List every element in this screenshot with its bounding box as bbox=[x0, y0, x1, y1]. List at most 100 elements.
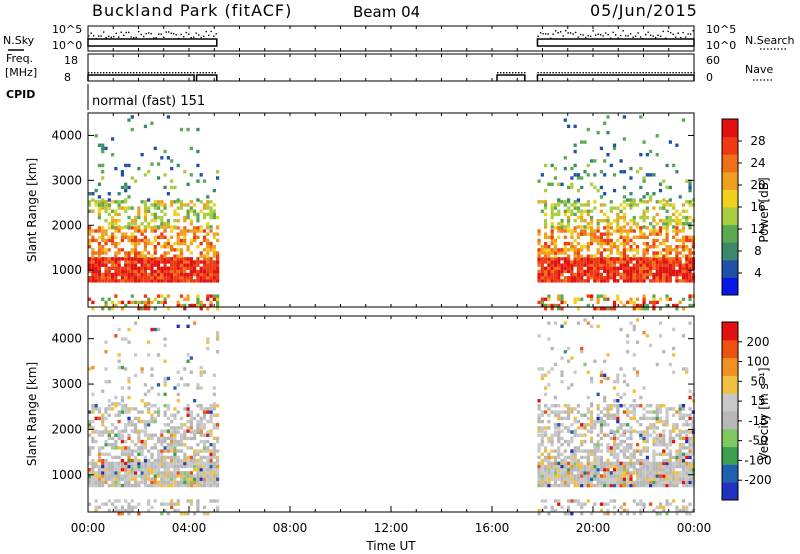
nsearch-point bbox=[597, 33, 599, 35]
nave-point bbox=[555, 72, 557, 74]
range-gate-cell bbox=[685, 446, 689, 450]
range-gate-cell bbox=[635, 257, 640, 261]
range-gate-cell bbox=[212, 373, 216, 378]
range-gate-cell bbox=[619, 477, 623, 481]
range-gate-cell bbox=[553, 279, 558, 283]
range-gate-cell bbox=[97, 433, 102, 437]
range-gate-cell bbox=[603, 248, 607, 252]
range-gate-cell bbox=[560, 410, 564, 414]
noise-left-tick-bottom: 10^0 bbox=[52, 39, 82, 52]
range-gate-cell bbox=[117, 474, 121, 478]
range-gate-cell bbox=[216, 426, 220, 430]
range-gate-cell bbox=[655, 407, 659, 411]
range-gate-cell bbox=[176, 163, 180, 168]
range-gate-cell bbox=[206, 257, 210, 261]
colorbar-segment bbox=[722, 411, 738, 430]
range-gate-cell bbox=[130, 300, 134, 305]
range-gate-cell bbox=[186, 245, 190, 249]
range-gate-cell bbox=[179, 443, 184, 447]
range-gate-cell bbox=[127, 505, 131, 510]
range-gate-cell bbox=[580, 203, 584, 207]
range-gate-cell bbox=[665, 263, 669, 267]
range-gate-cell bbox=[206, 480, 210, 485]
range-gate-cell bbox=[199, 439, 203, 444]
range-gate-cell bbox=[619, 254, 623, 258]
range-gate-cell bbox=[120, 505, 125, 510]
range-gate-cell bbox=[685, 263, 689, 267]
range-gate-cell bbox=[170, 159, 174, 163]
range-gate-cell bbox=[176, 272, 180, 277]
range-gate-cell bbox=[589, 449, 594, 453]
range-gate-cell bbox=[576, 297, 581, 301]
range-gate-cell bbox=[101, 226, 105, 230]
range-gate-cell bbox=[566, 124, 571, 129]
range-gate-cell bbox=[130, 429, 134, 433]
range-gate-cell bbox=[609, 260, 613, 264]
range-gate-cell bbox=[91, 307, 95, 311]
range-gate-cell bbox=[563, 426, 567, 430]
range-gate-cell bbox=[603, 477, 607, 481]
range-gate-cell bbox=[202, 474, 207, 478]
range-gate-cell bbox=[104, 303, 108, 308]
nave-point bbox=[208, 72, 210, 74]
range-gate-cell bbox=[616, 474, 620, 478]
range-gate-cell bbox=[557, 248, 561, 252]
range-gate-cell bbox=[691, 430, 695, 434]
range-gate-cell bbox=[557, 446, 561, 450]
range-gate-cell bbox=[573, 449, 577, 453]
range-gate-cell bbox=[606, 449, 610, 453]
nsearch-point bbox=[208, 34, 210, 37]
range-gate-cell bbox=[589, 254, 594, 258]
range-gate-cell bbox=[566, 443, 571, 447]
range-gate-cell bbox=[124, 452, 128, 456]
range-gate-cell bbox=[580, 480, 584, 485]
range-gate-cell bbox=[586, 254, 590, 258]
range-gate-cell bbox=[616, 279, 620, 283]
range-gate-cell bbox=[209, 212, 213, 217]
range-gate-cell bbox=[580, 269, 584, 274]
range-gate-cell bbox=[665, 297, 669, 301]
range-gate-cell bbox=[110, 502, 115, 506]
range-gate-cell bbox=[179, 294, 184, 298]
range-gate-cell bbox=[124, 235, 128, 239]
range-gate-cell bbox=[120, 337, 125, 341]
colorbar-frame bbox=[721, 321, 739, 501]
range-gate-cell bbox=[589, 226, 594, 230]
range-gate-cell bbox=[685, 471, 689, 475]
range-gate-cell bbox=[586, 266, 590, 270]
range-gate-cell bbox=[688, 279, 692, 283]
range-gate-cell bbox=[606, 502, 610, 506]
range-gate-cell bbox=[153, 235, 157, 239]
range-gate-cell bbox=[593, 206, 597, 210]
range-gate-cell bbox=[550, 367, 554, 371]
range-gate-cell bbox=[114, 200, 118, 204]
range-gate-cell bbox=[104, 350, 108, 354]
range-gate-cell bbox=[550, 449, 554, 453]
range-gate-cell bbox=[212, 499, 216, 503]
nsearch-point bbox=[667, 30, 669, 33]
nsearch-point bbox=[649, 34, 652, 36]
range-gate-cell bbox=[104, 471, 108, 475]
range-gate-cell bbox=[183, 279, 187, 283]
range-gate-cell bbox=[649, 474, 653, 478]
range-gate-cell bbox=[160, 464, 164, 469]
range-gate-cell bbox=[668, 272, 672, 277]
range-gate-cell bbox=[678, 458, 682, 463]
range-gate-cell bbox=[209, 458, 213, 463]
range-gate-cell bbox=[658, 419, 663, 424]
range-gate-cell bbox=[629, 276, 633, 280]
range-gate-cell bbox=[160, 245, 164, 249]
range-gate-cell bbox=[635, 467, 640, 472]
range-gate-cell bbox=[566, 215, 571, 220]
range-gate-cell bbox=[553, 474, 558, 478]
range-gate-cell bbox=[133, 455, 138, 460]
range-gate-cell bbox=[107, 452, 111, 456]
range-gate-cell bbox=[179, 416, 184, 421]
range-gate-cell bbox=[557, 416, 561, 421]
range-gate-cell bbox=[681, 413, 686, 417]
range-gate-cell bbox=[147, 410, 151, 414]
range-gate-cell bbox=[143, 212, 148, 217]
range-gate-cell bbox=[629, 257, 633, 261]
range-gate-cell bbox=[665, 502, 669, 506]
range-gate-cell bbox=[189, 238, 193, 243]
